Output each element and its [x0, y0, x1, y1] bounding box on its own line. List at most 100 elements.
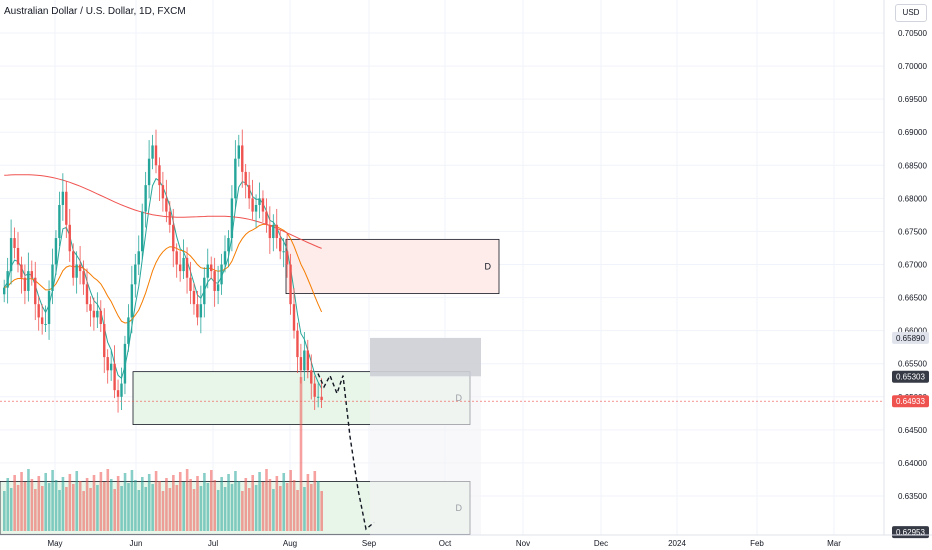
candle	[216, 284, 220, 291]
price-badge	[892, 331, 929, 344]
volume-bar	[141, 477, 144, 531]
candle	[213, 271, 216, 291]
volume-bar	[192, 489, 196, 531]
candle	[289, 264, 292, 305]
candle	[3, 287, 6, 295]
volume-bar	[37, 476, 41, 531]
candle	[144, 185, 147, 212]
candle	[285, 251, 289, 265]
candle	[34, 277, 37, 305]
candle	[123, 343, 127, 384]
candle	[189, 277, 192, 291]
volume-bars	[3, 377, 323, 531]
candle	[40, 317, 44, 325]
volume-bar	[109, 479, 113, 531]
candle	[89, 304, 92, 311]
projected-path-line	[317, 373, 375, 531]
volume-bar	[130, 470, 134, 531]
candle	[306, 350, 309, 371]
time-axis[interactable]: May Jun Jul Aug Sep Oct Nov Dec 2024 Feb Mar	[0, 534, 932, 548]
volume-bar	[82, 491, 85, 531]
volume-bar	[144, 487, 148, 531]
candle	[268, 224, 272, 239]
volume-bar	[244, 478, 248, 531]
price-tick-label: 0.67000	[898, 261, 927, 270]
volume-bar	[289, 470, 292, 531]
price-tick-label: 0.70500	[898, 29, 927, 38]
candle	[192, 290, 196, 305]
volume-bar	[299, 377, 303, 531]
volume-bar	[189, 479, 192, 531]
volume-bar	[51, 470, 54, 531]
volume-bar	[275, 476, 279, 531]
currency-button[interactable]: USD	[895, 4, 927, 22]
candle	[282, 251, 285, 253]
candle	[158, 165, 161, 186]
candle	[172, 224, 175, 252]
volume-bar	[268, 479, 272, 531]
candle	[265, 211, 268, 225]
price-badge-label: 0.64933	[896, 397, 925, 406]
candle	[230, 198, 234, 239]
time-tick-label: Jun	[130, 539, 143, 548]
volume-bar	[161, 491, 165, 531]
volume-bar	[313, 471, 317, 531]
candle	[310, 370, 313, 384]
candle	[75, 264, 78, 278]
zone-label: D	[485, 261, 492, 271]
volume-bar	[154, 471, 158, 531]
candle	[247, 185, 251, 199]
candle	[106, 357, 109, 371]
candle	[185, 257, 189, 278]
volume-bar	[199, 486, 203, 531]
price-tick-label: 0.70000	[898, 62, 927, 71]
candle	[258, 198, 261, 205]
price-tick-label: 0.67500	[898, 227, 927, 236]
candle	[279, 238, 282, 252]
volume-bar	[185, 469, 189, 531]
volume-bar	[213, 480, 217, 531]
volume-bar	[285, 483, 289, 531]
price-tick-label: 0.68000	[898, 194, 927, 203]
price-badge-label: 0.65303	[896, 373, 925, 382]
time-tick-label: Jul	[208, 539, 218, 548]
candle	[116, 390, 120, 397]
volume-bar	[292, 480, 296, 531]
volume-bar	[20, 472, 23, 531]
candle	[320, 396, 323, 401]
volume-bar	[227, 474, 230, 531]
candle	[206, 264, 209, 278]
volume-bar	[254, 485, 258, 531]
candle	[296, 330, 299, 358]
volume-bar	[23, 482, 27, 531]
candle	[234, 158, 237, 199]
candle	[168, 211, 171, 225]
candle	[6, 271, 9, 288]
candle	[109, 363, 113, 371]
volume-bar	[13, 475, 16, 531]
price-tick-label: 0.63500	[898, 492, 927, 501]
price-axis[interactable]: 0.70500 0.70000 0.69500 0.69000 0.68500 0.680…	[883, 0, 929, 539]
price-badge	[892, 370, 929, 383]
volume-bar	[78, 481, 82, 531]
volume-bar	[147, 474, 151, 531]
volume-bar	[320, 491, 323, 531]
candle	[13, 238, 16, 248]
volume-bar	[303, 487, 306, 531]
candle	[16, 247, 20, 265]
candle	[120, 383, 123, 397]
candle	[199, 304, 203, 318]
volume-bar	[296, 490, 299, 531]
candle	[137, 251, 140, 265]
price-tick-label: 0.68500	[898, 161, 927, 170]
candle	[227, 238, 230, 252]
candle	[275, 224, 278, 239]
candle	[20, 264, 23, 278]
volume-bar	[92, 475, 96, 531]
volume-bar	[16, 485, 20, 531]
candle	[82, 271, 85, 285]
time-tick-label: Aug	[283, 539, 297, 548]
volume-bar	[261, 482, 265, 531]
volume-bar	[310, 484, 313, 531]
